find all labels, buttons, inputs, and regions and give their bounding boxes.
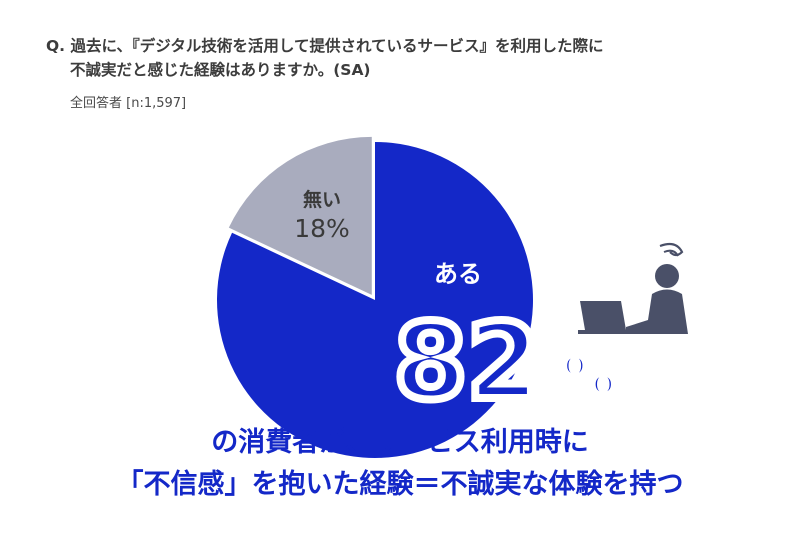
survey-question: Q. 過去に、『デジタル技術を活用して提供されているサービス』を利用した際に 不… <box>46 34 604 82</box>
person-at-laptop-confused-icon <box>578 242 688 334</box>
question-line-1: Q. 過去に、『デジタル技術を活用して提供されているサービス』を利用した際に <box>46 37 604 55</box>
yes-slice-label: ある <box>434 260 482 288</box>
pie-slice-yes <box>216 142 534 458</box>
headline-line-1: の消費者が、サービス利用時に <box>211 427 589 458</box>
headline-line-2: 「不信感」を抱いた経験＝不誠実な体験を持つ <box>116 469 684 500</box>
no-slice-label: 無い <box>303 188 341 211</box>
yes-slice-unit: % <box>563 347 615 407</box>
question-line-2: 不誠実だと感じた経験はありますか。(SA) <box>70 61 371 79</box>
no-slice-value: 18% <box>294 214 350 243</box>
pie-slice-no <box>228 136 372 295</box>
respondent-count: 全回答者 [n:1,597] <box>70 96 187 111</box>
yes-slice-value: 82 <box>394 301 540 423</box>
